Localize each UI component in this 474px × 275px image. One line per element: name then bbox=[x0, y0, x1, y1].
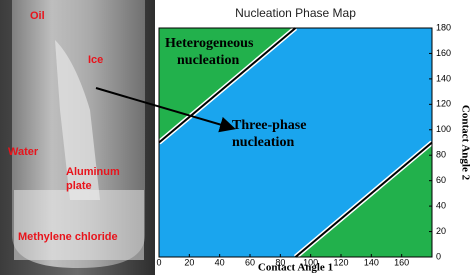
x-tick-label: 160 bbox=[394, 257, 409, 267]
y-tick-label: 140 bbox=[436, 73, 451, 83]
x-tick-label: 0 bbox=[156, 257, 161, 267]
x-tick-label: 140 bbox=[364, 257, 379, 267]
photo-label: Aluminum bbox=[66, 166, 120, 178]
methylene-layer bbox=[14, 190, 144, 260]
annotation: nucleation bbox=[232, 135, 294, 150]
annotation: Heterogeneous bbox=[165, 36, 254, 51]
arrow bbox=[95, 87, 236, 133]
x-tick-label: 120 bbox=[333, 257, 348, 267]
y-tick-label: 80 bbox=[436, 150, 446, 160]
annotation: nucleation bbox=[177, 53, 239, 68]
y-tick-label: 0 bbox=[436, 251, 441, 261]
x-axis-label: Contact Angle 1 bbox=[258, 262, 333, 274]
y-axis-label: Contact Angle 2 bbox=[459, 105, 471, 181]
photo-label: Ice bbox=[88, 54, 103, 66]
chart-title: Nucleation Phase Map bbox=[235, 6, 356, 20]
boundary-line bbox=[158, 27, 297, 144]
phase-map: 0 20 40 60 80 100 120 140 160 0 20 40 60 80 100 120 140 1… bbox=[156, 6, 471, 273]
x-tick-label: 60 bbox=[245, 257, 255, 267]
y-tick-label: 180 bbox=[436, 22, 451, 32]
y-tick-label: 120 bbox=[436, 99, 451, 109]
photo-label: Water bbox=[8, 146, 39, 158]
x-tick-label: 40 bbox=[215, 257, 225, 267]
y-tick-label: 20 bbox=[436, 226, 446, 236]
y-tick-label: 40 bbox=[436, 200, 446, 210]
boundary-line bbox=[294, 141, 433, 258]
x-tick-label: 80 bbox=[275, 257, 285, 267]
plot-frame bbox=[158, 27, 433, 258]
ice bbox=[55, 40, 100, 200]
annotation: Three-phase bbox=[232, 118, 306, 133]
y-tick-label: 100 bbox=[436, 124, 451, 134]
x-tick-label: 20 bbox=[184, 257, 194, 267]
photo-label: plate bbox=[66, 180, 92, 192]
x-tick-label: 100 bbox=[303, 257, 318, 267]
photo-label: Oil bbox=[30, 10, 45, 22]
photo: Oil Ice Water Aluminum plate Methylene c… bbox=[0, 0, 155, 275]
y-tick-label: 60 bbox=[436, 175, 446, 185]
photo-label: Methylene chloride bbox=[18, 231, 118, 243]
y-tick-label: 160 bbox=[436, 48, 451, 58]
